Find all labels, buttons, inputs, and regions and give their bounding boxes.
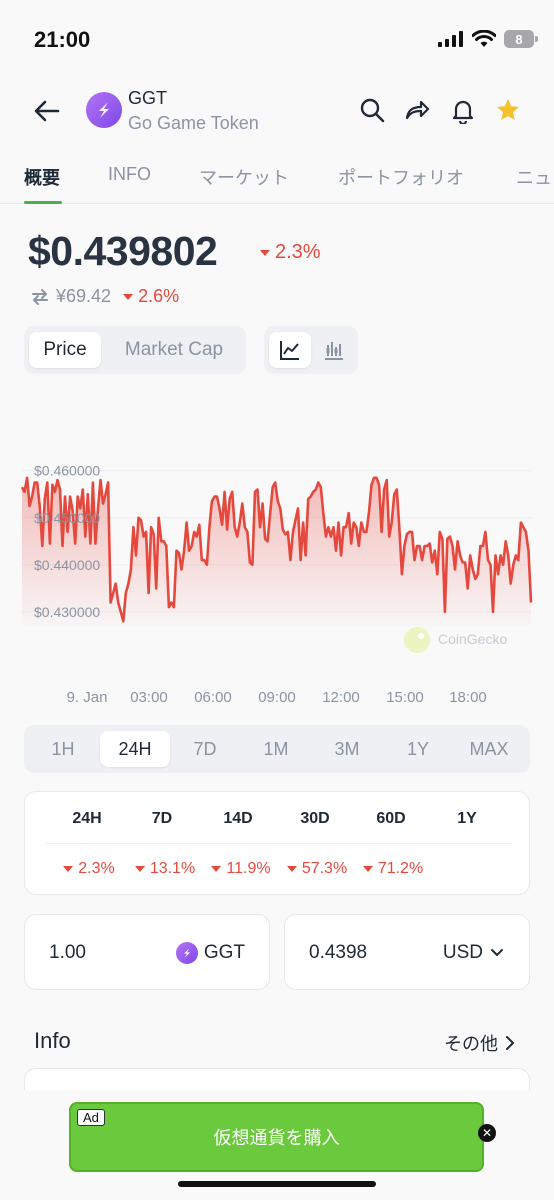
x-axis-label: 15:00 [386, 689, 424, 706]
line-chart-icon [280, 341, 299, 360]
jpy-change: 2.6% [123, 286, 179, 307]
back-arrow-icon[interactable] [30, 94, 64, 128]
info-more-link[interactable]: その他 [444, 1030, 516, 1056]
x-axis-label: 9. Jan [67, 689, 108, 706]
x-axis-label: 18:00 [449, 689, 487, 706]
candlestick-toggle[interactable] [313, 332, 355, 368]
jpy-change-value: 2.6% [138, 286, 180, 306]
range-1m[interactable]: 1M [263, 739, 289, 759]
jpy-price: ¥69.42 [56, 286, 112, 306]
tab-bar: 概要 INFO マーケット ポートフォリオ ニュ [0, 160, 554, 204]
range-24h[interactable]: 24H [100, 731, 170, 767]
ad-banner[interactable]: Ad 仮想通貨を購入 [69, 1102, 484, 1172]
chevron-down-icon [491, 949, 503, 956]
fiat-amount-field[interactable]: 0.4398 USD [284, 914, 530, 990]
token-name: Go Game Token [128, 113, 259, 133]
token-symbol: GGT [128, 88, 167, 108]
price-change: 2.3% [260, 241, 321, 264]
perf-header-30d: 30D [300, 810, 330, 827]
currency-label: USD [442, 942, 483, 963]
status-time: 21:00 [34, 27, 91, 52]
y-axis-label: $0.440000 [34, 557, 100, 573]
svg-text:CoinGecko: CoinGecko [438, 631, 507, 647]
token-amount-field[interactable]: 1.00 GGT [24, 914, 270, 990]
currency-select[interactable]: USD [443, 942, 505, 964]
perf-header-14d: 14D [223, 810, 253, 827]
fiat-amount[interactable]: 0.4398 [309, 942, 368, 963]
x-axis-label: 09:00 [258, 689, 296, 706]
chart-type-toggle [264, 326, 358, 374]
ad-label: Ad [77, 1109, 105, 1126]
perf-divider [45, 843, 511, 844]
token-unit: GGT [175, 942, 245, 964]
wifi-icon [472, 30, 496, 47]
down-triangle-icon [260, 249, 270, 256]
tab-portfolio[interactable]: ポートフォリオ [338, 168, 464, 188]
bell-icon[interactable] [449, 96, 477, 124]
perf-value-30d: 57.3% [275, 860, 359, 878]
tab-indicator [24, 201, 62, 204]
coingecko-watermark: CoinGecko [404, 627, 507, 653]
range-7d[interactable]: 7D [193, 739, 217, 759]
share-icon[interactable] [403, 96, 431, 124]
x-axis-label: 12:00 [322, 689, 360, 706]
token-amount[interactable]: 1.00 [49, 942, 86, 963]
info-more-label: その他 [444, 1034, 498, 1054]
price-chart[interactable]: $0.460000 $0.450000 $0.440000 $0.430000 9. … [0, 440, 554, 720]
performance-table: 24H 7D 14D 30D 60D 1Y 2.3% 13.1% 11.9% 5… [24, 791, 530, 895]
tab-market[interactable]: マーケット [199, 168, 289, 188]
ad-text: 仮想通貨を購入 [213, 1128, 340, 1148]
search-icon[interactable] [358, 96, 386, 124]
token-unit-label: GGT [203, 942, 245, 963]
perf-header-1y: 1Y [457, 810, 477, 827]
perf-value-60d: 71.2% [351, 860, 435, 878]
lightning-icon [99, 102, 109, 118]
line-chart-toggle[interactable] [269, 332, 311, 368]
signal-icon [438, 31, 463, 47]
price-line [20, 476, 533, 623]
ad-close-icon[interactable]: ✕ [478, 1124, 496, 1142]
price-toggle[interactable]: Price [29, 332, 101, 368]
perf-value-7d: 13.1% [123, 860, 207, 878]
range-1y[interactable]: 1Y [406, 739, 430, 759]
down-triangle-icon [123, 294, 134, 301]
y-axis-label: $0.460000 [34, 463, 100, 479]
x-axis-label: 03:00 [130, 689, 168, 706]
range-3m[interactable]: 3M [334, 739, 360, 759]
jpy-price-row: ¥69.42 2.6% [30, 286, 179, 307]
token-logo-small [175, 942, 198, 964]
range-max[interactable]: MAX [469, 739, 509, 759]
x-axis-label: 06:00 [194, 689, 232, 706]
perf-header-60d: 60D [376, 810, 406, 827]
market-cap-toggle[interactable]: Market Cap [124, 339, 224, 360]
chevron-right-icon [506, 1036, 514, 1050]
battery-level: 8 [515, 31, 523, 47]
price-change-value: 2.3% [275, 241, 321, 263]
tab-overview[interactable]: 概要 [24, 168, 60, 188]
range-1h[interactable]: 1H [51, 739, 75, 759]
info-section-title: Info [34, 1028, 71, 1053]
time-range-selector: 1H 24H 7D 1M 3M 1Y MAX [24, 725, 530, 773]
tab-info[interactable]: INFO [108, 164, 151, 184]
battery-icon: 8 [504, 30, 538, 48]
perf-header-24h: 24H [72, 810, 102, 827]
perf-value-14d: 11.9% [199, 860, 283, 878]
current-price: $0.439802 [28, 228, 218, 274]
tab-news[interactable]: ニュ [516, 168, 552, 188]
status-icons: 8 [438, 30, 538, 48]
metric-toggle: Price Market Cap [24, 326, 246, 374]
y-axis-label: $0.430000 [34, 604, 100, 620]
perf-value-24h: 2.3% [47, 860, 131, 878]
candlestick-icon [325, 342, 343, 360]
swap-icon [32, 288, 48, 305]
token-logo [86, 92, 122, 128]
y-axis-label: $0.450000 [34, 510, 100, 526]
star-icon[interactable] [494, 96, 522, 124]
home-indicator [178, 1181, 376, 1187]
perf-header-7d: 7D [151, 810, 173, 827]
